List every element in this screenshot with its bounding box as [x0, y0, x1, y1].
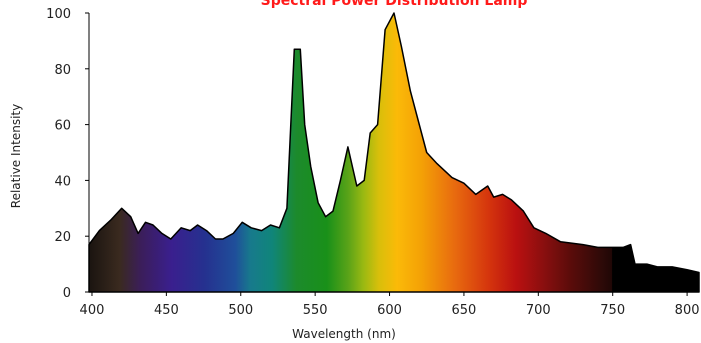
y-axis-label: Relative Intensity — [9, 104, 23, 208]
x-axis-ticks: 400 450 500 550 600 650 700 750 800 — [80, 292, 700, 318]
x-tick-label: 800 — [675, 303, 700, 318]
y-tick-label: 80 — [54, 63, 71, 78]
x-tick-label: 600 — [377, 303, 402, 318]
y-tick-label: 40 — [54, 174, 71, 189]
chart-title: Spectral Power Distribution Lamp — [261, 0, 528, 9]
x-tick-label: 750 — [600, 303, 625, 318]
y-tick-label: 60 — [54, 119, 71, 134]
x-axis-label: Wavelength (nm) — [292, 327, 396, 341]
spectrum-series-area — [88, 12, 700, 293]
x-tick-label: 650 — [452, 303, 477, 318]
y-tick-label: 0 — [63, 286, 71, 301]
y-axis-ticks: 0 20 40 60 80 100 — [46, 7, 89, 301]
x-tick-label: 700 — [526, 303, 551, 318]
x-tick-label: 450 — [154, 303, 179, 318]
spectrum-area — [88, 12, 700, 293]
x-tick-label: 400 — [80, 303, 105, 318]
y-tick-label: 100 — [46, 7, 71, 22]
x-tick-label: 500 — [228, 303, 253, 318]
x-tick-label: 550 — [303, 303, 328, 318]
y-tick-label: 20 — [54, 230, 71, 245]
